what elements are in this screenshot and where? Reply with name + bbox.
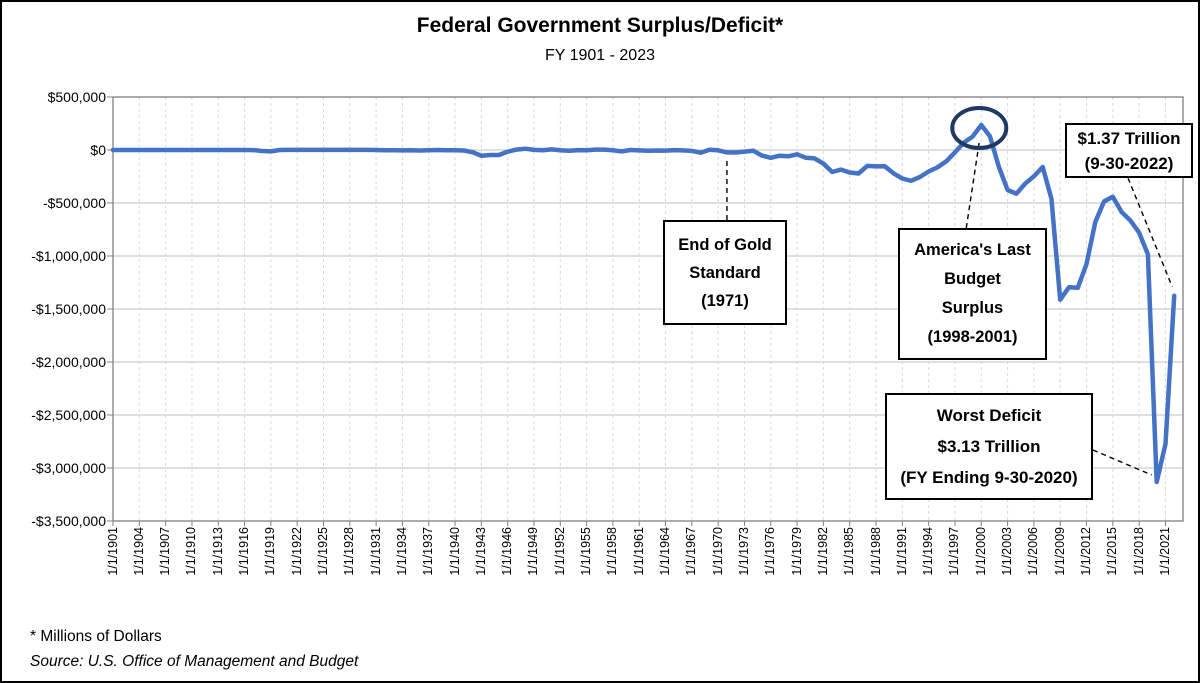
x-tick-label: 1/1/2021 — [1157, 527, 1172, 576]
x-tick-label: 1/1/1907 — [158, 527, 173, 576]
y-tick-label: $500,000 — [47, 89, 106, 105]
y-tick-label: -$2,000,000 — [31, 354, 106, 370]
x-tick-label: 1/1/2012 — [1079, 527, 1094, 576]
annotation-last-budget-surplus: America's Last Budget Surplus (1998-2001… — [898, 228, 1047, 360]
y-tick-label: -$1,500,000 — [31, 301, 106, 317]
y-tick-label: $0 — [90, 142, 106, 158]
surplus-deficit-line — [110, 122, 1177, 485]
x-tick-label: 1/1/1910 — [184, 527, 199, 576]
x-tick-label: 1/1/1946 — [500, 527, 515, 576]
x-tick-label: 1/1/1922 — [289, 527, 304, 576]
annotation-line: (1998-2001) — [927, 328, 1018, 346]
x-tick-label: 1/1/1901 — [105, 527, 120, 576]
x-tick-label: 1/1/1988 — [868, 527, 883, 576]
y-tick-label: -$3,000,000 — [31, 460, 106, 476]
surplus-highlight-ellipse — [950, 105, 1009, 150]
annotation-line: $1.37 Trillion — [1077, 128, 1181, 148]
x-tick-label: 1/1/2003 — [1000, 527, 1015, 576]
x-tick-label: 1/1/1916 — [237, 527, 252, 576]
annotation-line: Surplus — [941, 299, 1004, 317]
leader-worst-deficit — [1092, 449, 1152, 476]
x-tick-label: 1/1/1919 — [263, 527, 278, 576]
x-tick-label: 1/1/2018 — [1131, 527, 1146, 576]
annotation-line: End of Gold — [678, 235, 772, 254]
footnote: * Millions of Dollars — [30, 628, 162, 645]
x-tick-label: 1/1/1982 — [815, 527, 830, 576]
x-tick-label: 1/1/1973 — [736, 527, 751, 576]
x-tick-label: 1/1/1997 — [947, 527, 962, 576]
x-tick-label: 1/1/1928 — [342, 527, 357, 576]
x-tick-label: 1/1/1937 — [421, 527, 436, 576]
x-tick-label: 1/1/1913 — [210, 527, 225, 576]
x-tick-label: 1/1/1970 — [710, 527, 725, 576]
x-tick-label: 1/1/1925 — [315, 527, 330, 576]
x-tick-label: 1/1/2006 — [1026, 527, 1041, 576]
annotation-line: (1971) — [701, 291, 749, 310]
y-tick-label: -$3,500,000 — [31, 513, 106, 529]
annotation-line: Worst Deficit — [936, 406, 1042, 425]
y-tick-label: -$500,000 — [42, 195, 106, 211]
x-tick-label: 1/1/2009 — [1052, 527, 1067, 576]
x-tick-label: 1/1/1934 — [394, 527, 409, 576]
source-note: Source: U.S. Office of Management and Bu… — [30, 653, 359, 670]
x-tick-label: 1/1/1931 — [368, 527, 383, 576]
x-tick-label: 1/1/1952 — [552, 527, 567, 576]
x-tick-label: 1/1/1949 — [526, 527, 541, 576]
x-tick-label: 1/1/2015 — [1105, 527, 1120, 576]
x-tick-label: 1/1/2000 — [973, 527, 988, 576]
annotation-line: Standard — [689, 263, 761, 282]
plot-border — [112, 96, 1184, 522]
x-tick-label: 1/1/1967 — [684, 527, 699, 576]
y-tick-label: -$1,000,000 — [31, 248, 106, 264]
annotation-line: (FY Ending 9-30-2020) — [900, 468, 1078, 487]
annotation-line: (9-30-2022) — [1084, 153, 1174, 173]
x-tick-label: 1/1/1943 — [473, 527, 488, 576]
annotation-deficit-2022: $1.37 Trillion (9-30-2022) — [1065, 123, 1193, 178]
x-tick-label: 1/1/1964 — [658, 527, 673, 576]
annotation-gold-standard: End of Gold Standard (1971) — [663, 220, 787, 325]
x-tick-label: 1/1/1961 — [631, 527, 646, 576]
x-tick-label: 1/1/1940 — [447, 527, 462, 576]
leader-deficit-2022 — [1127, 177, 1173, 288]
x-tick-label: 1/1/1976 — [763, 527, 778, 576]
annotation-worst-deficit: Worst Deficit $3.13 Trillion (FY Ending … — [885, 393, 1093, 500]
x-tick-label: 1/1/1985 — [842, 527, 857, 576]
chart-title: Federal Government Surplus/Deficit* — [416, 14, 784, 37]
x-tick-label: 1/1/1991 — [894, 527, 909, 576]
x-tick-label: 1/1/1904 — [131, 527, 146, 576]
x-tick-label: 1/1/1979 — [789, 527, 804, 576]
annotation-line: Budget — [944, 270, 1001, 288]
x-tick-label: 1/1/1955 — [579, 527, 594, 576]
annotation-line: $3.13 Trillion — [937, 437, 1041, 456]
annotation-line: America's Last — [914, 241, 1031, 259]
y-tick-label: -$2,500,000 — [31, 407, 106, 423]
x-tick-label: 1/1/1958 — [605, 527, 620, 576]
x-tick-label: 1/1/1994 — [921, 527, 936, 576]
leader-last-surplus — [965, 141, 980, 229]
chart-subtitle: FY 1901 - 2023 — [544, 47, 655, 64]
